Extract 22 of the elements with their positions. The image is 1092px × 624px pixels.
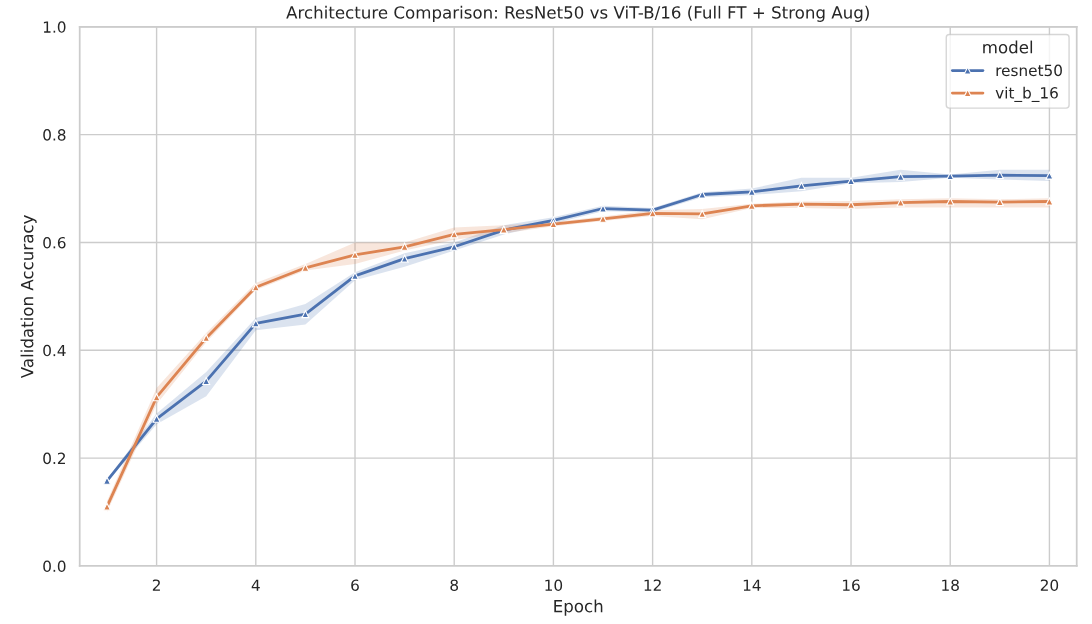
x-tick-label: 16	[842, 579, 860, 591]
y-axis-title: Validation Accuracy	[20, 215, 37, 379]
legend-label: vit_b_16	[995, 86, 1058, 102]
x-tick-label: 12	[644, 579, 661, 591]
x-tick-label: 4	[251, 579, 260, 591]
x-tick-label: 10	[545, 579, 563, 591]
x-tick-label: 14	[743, 579, 761, 591]
y-tick-label: 0.4	[43, 344, 66, 357]
x-tick-label: 8	[450, 579, 459, 591]
y-tick-label: 0.2	[43, 452, 65, 465]
legend-label: resnet50	[996, 64, 1062, 77]
y-tick-label: 0.0	[43, 560, 66, 572]
x-tick-label: 18	[942, 579, 959, 591]
x-tick-label: 6	[351, 579, 359, 591]
x-tick-label: 2	[152, 579, 160, 591]
y-tick-label: 0.6	[43, 236, 66, 249]
y-tick-label: 0.8	[43, 129, 66, 141]
x-tick-label: 20	[1040, 579, 1059, 591]
legend-title: model	[983, 40, 1033, 54]
chart-title: Architecture Comparison: ResNet50 vs ViT-B/16 (Full FT + Strong Aug)	[286, 5, 869, 22]
x-axis-title: Epoch	[554, 599, 603, 616]
y-tick-label: 1.0	[43, 21, 66, 33]
